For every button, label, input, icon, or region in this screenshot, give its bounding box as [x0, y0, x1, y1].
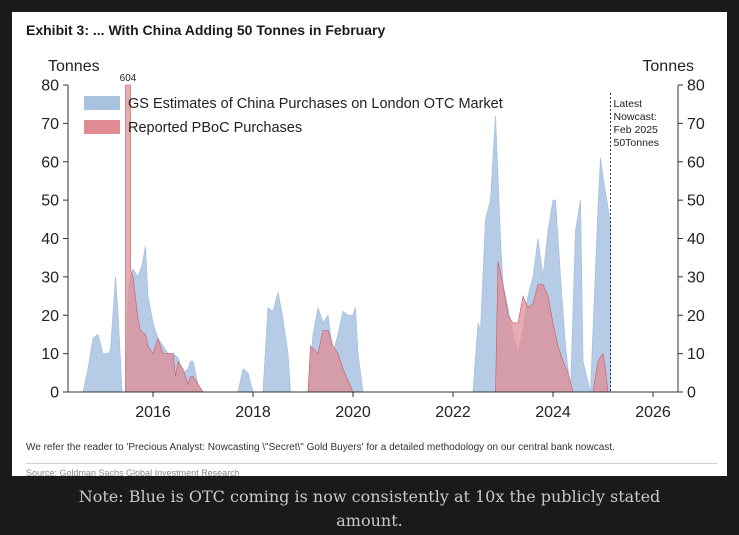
nowcast-label-line: 50Tonnes [614, 137, 660, 149]
plot-series [82, 84, 611, 393]
nowcast-label-line: Nowcast: [614, 111, 657, 123]
y-tick-label-left: 70 [41, 116, 59, 133]
nowcast-label-line: Feb 2025 [614, 124, 659, 136]
y-tick-label-left: 50 [41, 193, 59, 210]
y-tick-label-right: 50 [687, 193, 705, 210]
exhibit-title: Exhibit 3: ... With China Adding 50 Tonn… [26, 22, 386, 38]
source-note: Source: Goldman Sachs Global Investment … [26, 468, 240, 476]
x-tick-label: 2026 [635, 404, 671, 421]
x-tick-label: 2022 [435, 404, 471, 421]
y-tick-label-left: 30 [41, 269, 59, 286]
y-tick-label-right: 80 [687, 78, 705, 95]
caption: Note: Blue is OTC coming is now consiste… [0, 485, 739, 533]
y-tick-label-right: 30 [687, 269, 705, 286]
pboc-area [125, 84, 609, 393]
plot-axes [63, 84, 683, 397]
legend-label-otc: GS Estimates of China Purchases on Londo… [128, 96, 503, 112]
footnote: We refer the reader to 'Precious Analyst… [26, 442, 615, 453]
y-tick-label-left: 60 [41, 154, 59, 171]
legend-swatch-otc [84, 96, 120, 110]
x-tick-label: 2018 [235, 404, 271, 421]
separator-line [26, 463, 717, 464]
legend-swatch-pboc [84, 120, 120, 134]
spike-annotation: 604 [120, 73, 137, 84]
exhibit-card: Exhibit 3: ... With China Adding 50 Tonn… [12, 12, 727, 476]
y-tick-label-right: 60 [687, 154, 705, 171]
y-tick-label-left: 0 [50, 385, 59, 402]
y-tick-label-left: 20 [41, 308, 59, 325]
y-tick-label-right: 10 [687, 346, 705, 363]
legend-label-pboc: Reported PBoC Purchases [128, 120, 302, 136]
y-tick-label-right: 70 [687, 116, 705, 133]
y-axis-label-right: Tonnes [642, 58, 694, 75]
x-tick-label: 2020 [335, 404, 371, 421]
y-tick-label-left: 10 [41, 346, 59, 363]
caption-line-2: amount. [336, 511, 403, 530]
y-axis-label-left: Tonnes [48, 58, 100, 75]
y-tick-label-left: 80 [41, 78, 59, 95]
y-tick-label-right: 40 [687, 231, 705, 248]
x-tick-label: 2024 [535, 404, 571, 421]
caption-line-1: Note: Blue is OTC coming is now consiste… [78, 487, 661, 506]
y-tick-label-right: 0 [687, 385, 696, 402]
y-tick-label-left: 40 [41, 231, 59, 248]
x-tick-label: 2016 [135, 404, 171, 421]
y-tick-label-right: 20 [687, 308, 705, 325]
nowcast-label-line: Latest [614, 98, 643, 110]
